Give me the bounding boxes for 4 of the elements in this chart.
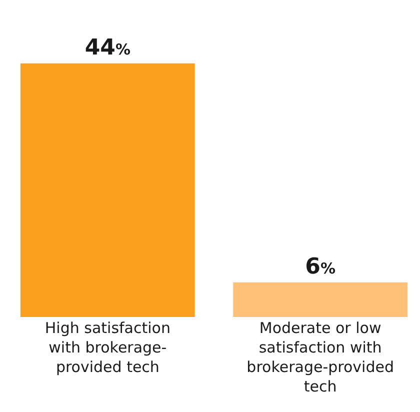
data-label: 6% [305, 254, 336, 280]
x-tick-label: Moderate or low satisfaction with brokerage-provided tech [246, 319, 394, 396]
x-tick-label: High satisfaction with brokerage-provided tech [44, 319, 170, 376]
data-label: 44% [84, 35, 131, 60]
